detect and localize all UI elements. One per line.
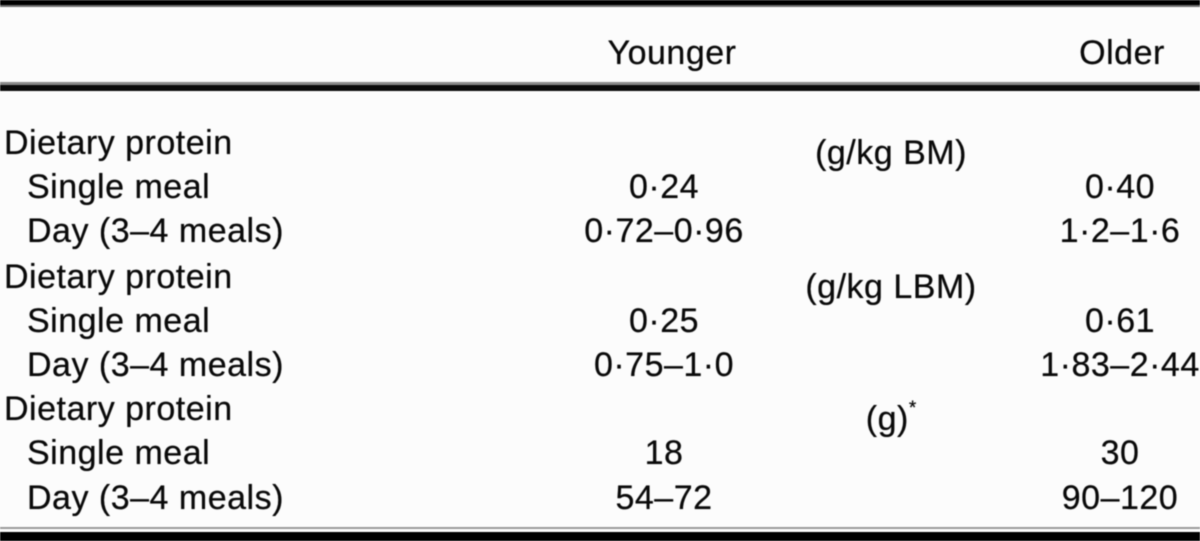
row-label: Single meal [27, 168, 211, 206]
older-value: 0·40 [1084, 168, 1156, 206]
row-label: Single meal [27, 434, 211, 472]
older-value: 1·83–2·44 [1040, 346, 1200, 384]
group-label: Dietary protein [4, 258, 233, 296]
table-row: Day (3–4 meals) 54–72 90–120 [0, 476, 1200, 520]
group-label: Dietary protein [4, 124, 233, 162]
unit-label: (g/kg BM) [740, 121, 1042, 172]
column-header-younger: Younger [607, 34, 737, 72]
table-row: Dietary protein (g/kg LBM) [0, 255, 1200, 306]
unit-label: (g/kg LBM) [740, 255, 1042, 306]
table-top-rule [0, 0, 1200, 7]
older-value: 90–120 [1061, 479, 1179, 517]
row-label: Single meal [27, 302, 211, 340]
row-label: Day (3–4 meals) [27, 479, 284, 517]
column-header-older: Older [1079, 34, 1165, 72]
row-label: Day (3–4 meals) [27, 346, 284, 384]
unit-text: (g) [865, 400, 909, 438]
table-row: Single meal 0·25 0·61 [0, 299, 1200, 343]
younger-value: 0·72–0·96 [584, 212, 744, 250]
younger-value: 0·24 [628, 168, 700, 206]
unit-superscript: * [908, 398, 917, 419]
table-row: Single meal 0·24 0·40 [0, 165, 1200, 209]
group-label: Dietary protein [4, 390, 233, 428]
table-bottom-rule [0, 527, 1200, 541]
table-row: Dietary protein (g)* [0, 387, 1200, 438]
unit-text: (g/kg LBM) [805, 268, 977, 306]
older-value: 1·2–1·6 [1059, 212, 1181, 250]
row-label: Day (3–4 meals) [27, 212, 284, 250]
table-row: Single meal 18 30 [0, 431, 1200, 475]
younger-value: 54–72 [615, 479, 713, 517]
table-row: Day (3–4 meals) 0·72–0·96 1·2–1·6 [0, 209, 1200, 253]
younger-value: 0·75–1·0 [593, 346, 735, 384]
unit-text: (g/kg BM) [815, 134, 967, 172]
table-row: Day (3–4 meals) 0·75–1·0 1·83–2·44 [0, 343, 1200, 387]
table-row: Dietary protein (g/kg BM) [0, 121, 1200, 172]
younger-value: 18 [644, 434, 684, 472]
older-value: 0·61 [1084, 302, 1156, 340]
older-value: 30 [1100, 434, 1140, 472]
unit-label: (g)* [740, 387, 1042, 438]
table-header-rule [0, 82, 1200, 91]
younger-value: 0·25 [628, 302, 700, 340]
